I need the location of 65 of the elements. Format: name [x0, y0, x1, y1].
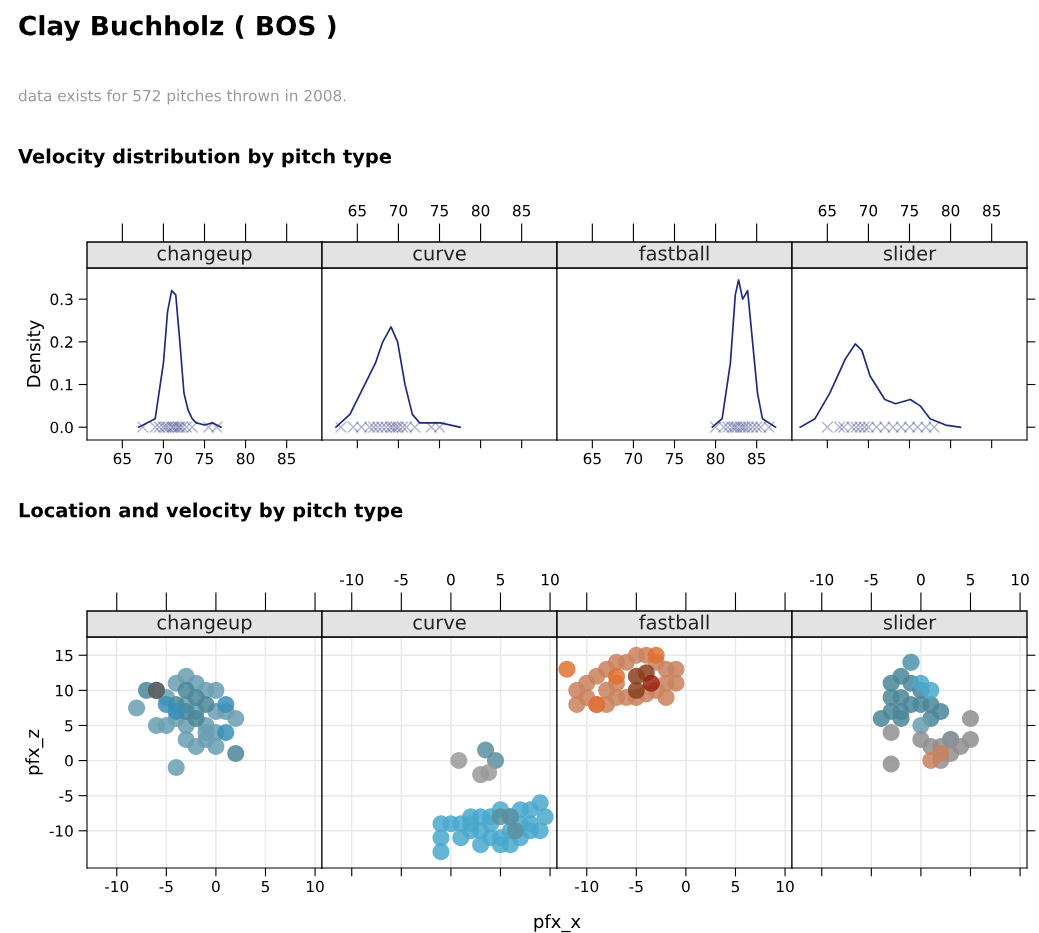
chart-title: curve [413, 249, 466, 261]
x-tick-label: 75 [431, 205, 448, 217]
y-tick-label: 0.2 [50, 336, 73, 348]
chart-title: curve [413, 618, 466, 630]
y-axis-title: Density [26, 320, 44, 387]
x-tick-label: 70 [389, 204, 408, 217]
y-tick-label: -5 [59, 790, 73, 802]
text: Clay Buchholz ( BOS ) [19, 15, 336, 41]
x-tick-label: -10 [575, 880, 599, 893]
x-tick-label: 10 [307, 880, 324, 893]
text: Velocity distribution by pitch type [18, 148, 392, 168]
x-tick-label: 5 [496, 574, 505, 586]
x-tick-label: 80 [706, 452, 725, 465]
x-tick-label: 85 [747, 452, 766, 465]
chart-title: changeup [157, 614, 252, 634]
x-tick-label: 70 [154, 452, 173, 465]
x-tick-label: 65 [113, 452, 131, 465]
chart-title: fastball [639, 245, 709, 261]
y-axis-title: pfx_z [25, 729, 44, 775]
x-tick-label: 0 [212, 880, 220, 893]
chart-title: slider [883, 614, 937, 630]
x-tick-label: 65 [348, 204, 366, 217]
x-tick-label: 80 [471, 204, 490, 217]
x-tick-label: 65 [818, 204, 836, 217]
x-tick-label: -5 [159, 880, 173, 893]
x-tick-label: 70 [859, 204, 878, 217]
x-tick-label: 70 [624, 452, 643, 465]
x-tick-label: -10 [105, 880, 129, 893]
x-tick-label: -5 [394, 574, 408, 586]
x-tick-label: 80 [941, 204, 960, 217]
x-tick-label: 85 [277, 452, 296, 465]
x-tick-label: 5 [966, 574, 975, 586]
y-tick-label: 5 [65, 720, 73, 732]
x-tick-label: 85 [982, 204, 1001, 217]
y-tick-label: 15 [56, 649, 73, 662]
x-tick-label: -5 [864, 574, 878, 586]
x-tick-label: 85 [512, 204, 531, 217]
x-tick-label: 0 [682, 880, 690, 893]
x-tick-label: 10 [542, 573, 559, 586]
chart-title: changeup [157, 245, 252, 265]
chart-title: fastball [639, 614, 709, 630]
x-axis-title: pfx_x [534, 914, 581, 933]
y-tick-label: 0.3 [50, 293, 73, 306]
x-tick-label: 10 [1012, 573, 1029, 586]
x-tick-label: -10 [340, 573, 364, 586]
x-tick-label: 75 [666, 452, 683, 465]
x-tick-label: 75 [196, 452, 213, 465]
x-tick-label: 5 [261, 880, 270, 893]
text: data exists for 572 pitches thrown in 2008. [18, 89, 346, 105]
x-tick-label: -10 [810, 573, 834, 586]
x-tick-label: -5 [629, 880, 643, 893]
x-tick-label: 0 [917, 573, 925, 586]
text: Location and velocity by pitch type [19, 502, 403, 522]
x-tick-label: 75 [901, 205, 918, 217]
y-tick-label: -10 [49, 825, 73, 837]
x-tick-label: 5 [731, 880, 740, 893]
y-tick-label: 0 [65, 755, 73, 767]
y-tick-label: 10 [56, 684, 73, 697]
chart-title: slider [883, 245, 937, 261]
x-tick-label: 80 [236, 452, 255, 465]
y-tick-label: 0.1 [50, 378, 73, 391]
x-tick-label: 65 [583, 452, 601, 465]
x-tick-label: 0 [447, 573, 455, 586]
y-tick-label: 0.0 [50, 421, 73, 434]
x-tick-label: 10 [777, 880, 794, 893]
